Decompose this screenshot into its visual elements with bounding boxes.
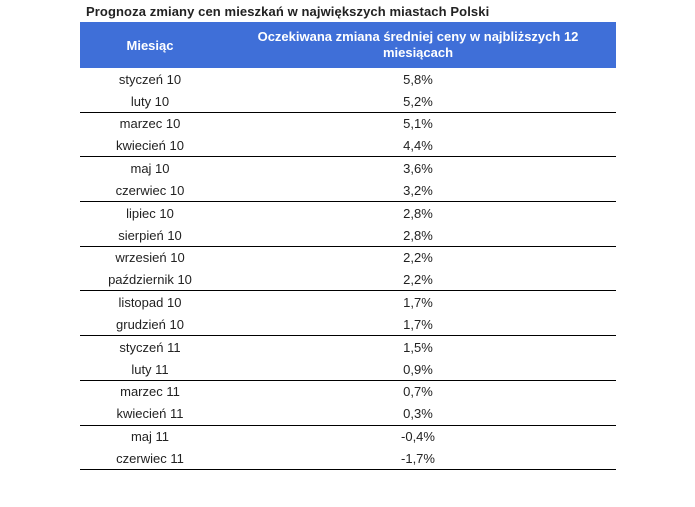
table-row: maj 10 3,6% [80,157,616,179]
table-row: grudzień 10 1,7% [80,314,616,337]
table-row: sierpień 10 2,8% [80,224,616,247]
column-header-month: Miesiąc [126,37,174,53]
change-value-cell: 0,7% [403,384,433,400]
table-row: czerwiec 11 -1,7% [80,448,616,471]
month-cell: lipiec 10 [126,205,174,221]
change-value-cell: 5,8% [403,71,433,87]
month-cell: czerwiec 11 [116,451,184,467]
table-row: luty 11 0,9% [80,358,616,381]
change-value-cell: 2,8% [403,205,433,221]
month-cell: kwiecień 10 [116,138,184,154]
change-value-cell: 0,9% [403,361,433,377]
change-value-cell: 5,2% [403,93,433,109]
month-cell: kwiecień 11 [116,406,184,422]
table-row: luty 10 5,2% [80,90,616,113]
change-value-cell: 4,4% [403,138,433,154]
change-value-cell: -1,7% [401,451,435,467]
table-row: czerwiec 10 3,2% [80,180,616,203]
change-value-cell: 2,8% [403,227,433,243]
change-value-cell: 1,5% [403,339,433,355]
table-row: maj 11 -0,4% [80,426,616,448]
table-header: Miesiąc Oczekiwana zmiana średniej ceny … [80,22,616,68]
table-row: styczeń 10 5,8% [80,68,616,90]
month-cell: czerwiec 10 [115,182,185,198]
month-cell: styczeń 10 [118,71,182,87]
month-cell: marzec 11 [120,384,180,400]
column-header-expected-change: Oczekiwana zmiana średniej ceny w najbli… [257,29,579,60]
change-value-cell: 0,3% [403,406,433,422]
month-cell: maj 10 [130,161,170,177]
table-row: marzec 10 5,1% [80,113,616,135]
table-row: wrzesień 10 2,2% [80,247,616,269]
change-value-cell: 3,6% [403,161,433,177]
month-cell: sierpień 10 [118,227,182,243]
month-cell: maj 11 [130,429,170,445]
month-cell: grudzień 10 [116,316,184,332]
month-cell: listopad 10 [118,295,182,311]
change-value-cell: 3,2% [403,182,433,198]
change-value-cell: 1,7% [403,295,433,311]
table-row: październik 10 2,2% [80,269,616,292]
table-body: styczeń 10 5,8% luty 10 5,2% marzec 10 5,1% kw… [80,68,616,471]
table-row: kwiecień 11 0,3% [80,403,616,426]
month-cell: październik 10 [108,272,192,288]
month-cell: luty 11 [131,361,169,377]
month-cell: styczeń 11 [119,339,181,355]
month-cell: luty 10 [130,93,170,109]
table-row: styczeń 11 1,5% [80,336,616,358]
table-row: marzec 11 0,7% [80,381,616,403]
table-row: listopad 10 1,7% [80,291,616,313]
chart-title: Prognoza zmiany cen mieszkań w największ… [86,4,490,19]
change-value-cell: 2,2% [403,272,433,288]
change-value-cell: 1,7% [403,316,433,332]
month-cell: wrzesień 10 [115,250,185,266]
change-value-cell: 5,1% [403,116,433,132]
table-row: lipiec 10 2,8% [80,202,616,224]
table-row: kwiecień 10 4,4% [80,135,616,158]
month-cell: marzec 10 [119,116,181,132]
change-value-cell: -0,4% [401,429,435,445]
change-value-cell: 2,2% [403,250,433,266]
